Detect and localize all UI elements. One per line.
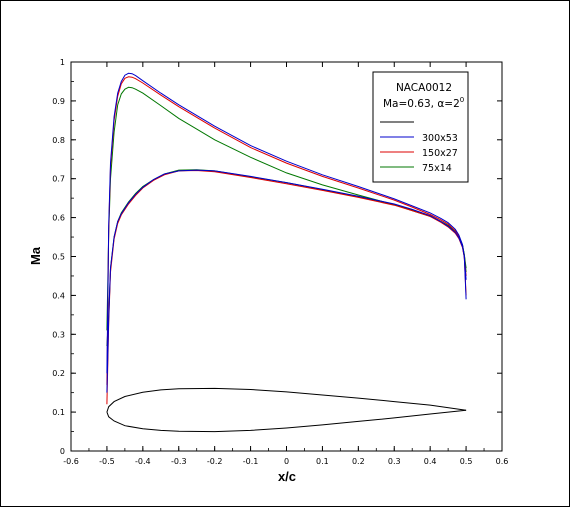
legend: NACA0012 Ma=0.63, α=20 300x53 150x27 75x14 — [372, 71, 469, 183]
legend-label: 300x53 — [422, 133, 458, 144]
axis-ticks: -0.6 -0.5 -0.4 -0.3 -0.2 -0.1 0 0.1 0.2 0.3 0.4 0.5… — [52, 58, 508, 466]
y-tick-label: 0.5 — [52, 253, 65, 262]
y-tick-label: 0.6 — [52, 214, 65, 223]
y-tick-label: 0.3 — [52, 330, 65, 339]
y-axis-label: Ma — [28, 246, 43, 265]
legend-title-superscript: 0 — [460, 96, 464, 104]
y-tick-label: 0.9 — [52, 97, 65, 106]
x-tick-label: 0.5 — [460, 457, 473, 466]
x-tick-label: 0.2 — [352, 457, 365, 466]
legend-title-text: Ma=0.63, α=2 — [383, 98, 460, 110]
airfoil-lower-surface — [106, 409, 467, 433]
x-tick-label: 0.6 — [496, 457, 509, 466]
airfoil-upper-surface — [106, 387, 467, 413]
x-tick-label: -0.3 — [171, 457, 187, 466]
legend-title-line1: NACA0012 — [396, 82, 452, 94]
legend-label: 75x14 — [422, 163, 452, 174]
y-tick-label: 0 — [60, 447, 65, 456]
series-1-lower-line — [106, 169, 467, 405]
series-1-upper-line — [106, 76, 467, 385]
x-tick-label: 0.3 — [388, 457, 401, 466]
x-tick-label: 0.1 — [316, 457, 329, 466]
y-tick-label: 0.8 — [52, 136, 65, 145]
series-0-upper-line — [106, 72, 467, 374]
y-tick-label: 0.1 — [52, 408, 65, 417]
legend-label: 150x27 — [422, 148, 458, 159]
x-tick-label: 0 — [284, 457, 289, 466]
x-tick-label: -0.2 — [207, 457, 223, 466]
y-tick-label: 1 — [60, 58, 65, 67]
legend-title-line2: Ma=0.63, α=20 — [383, 96, 464, 110]
y-tick-label: 0.7 — [52, 175, 65, 184]
x-tick-label: -0.5 — [99, 457, 115, 466]
x-tick-label: 0.4 — [424, 457, 437, 466]
series-2-lower-line — [106, 169, 467, 347]
series-0-lower-line — [106, 169, 467, 393]
y-tick-label: 0.2 — [52, 369, 65, 378]
data-series — [106, 72, 467, 433]
y-tick-label: 0.4 — [52, 291, 65, 300]
x-tick-label: -0.1 — [243, 457, 259, 466]
x-tick-label: -0.4 — [135, 457, 151, 466]
legend-box — [372, 71, 469, 183]
x-tick-label: -0.6 — [63, 457, 79, 466]
x-axis-label: x/c — [278, 469, 296, 484]
legend-entries: 300x53 150x27 75x14 — [380, 121, 458, 174]
